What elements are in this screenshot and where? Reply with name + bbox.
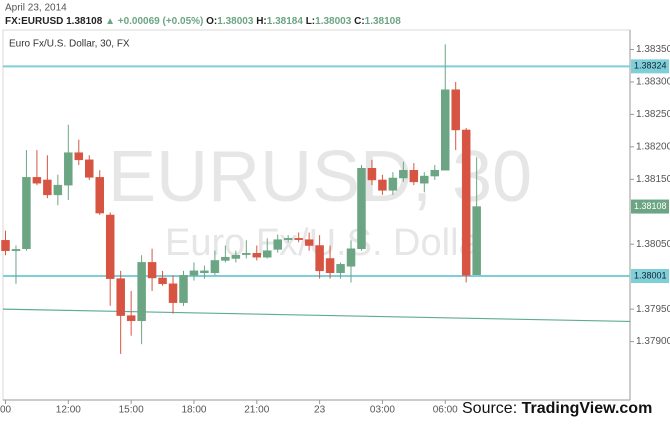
candle-body bbox=[11, 249, 21, 251]
source: Source: TradingView.com bbox=[462, 400, 652, 417]
candle-body bbox=[126, 315, 136, 322]
candle-body bbox=[315, 245, 324, 272]
candle-body bbox=[64, 152, 73, 186]
candle-body bbox=[357, 168, 366, 250]
ohlc-label: O: bbox=[206, 16, 217, 27]
candle-body bbox=[283, 238, 293, 240]
trendline bbox=[2, 308, 631, 323]
header: FX:EURUSD 1.38108 ▲ +0.00069 (+0.05%) O:… bbox=[5, 16, 401, 27]
candle-body bbox=[252, 253, 262, 258]
ohlc-value: 1.38003 bbox=[217, 16, 254, 27]
y-tick-label: 1.38350 bbox=[636, 44, 670, 55]
last-price-label: 1.38108 bbox=[634, 201, 667, 211]
candle-body bbox=[22, 177, 31, 250]
y-tick-label: 1.37900 bbox=[636, 336, 670, 347]
candle-body bbox=[43, 179, 52, 196]
candle-body bbox=[420, 175, 429, 184]
candle-body bbox=[451, 89, 460, 131]
candle-body bbox=[74, 152, 84, 161]
candle-body bbox=[210, 260, 220, 274]
y-tick-label: 1.38050 bbox=[636, 239, 670, 250]
symbol: FX:EURUSD bbox=[5, 16, 63, 27]
candle-body bbox=[147, 262, 157, 279]
level-label-bg bbox=[631, 59, 669, 74]
candle-body bbox=[221, 256, 230, 261]
candle-body bbox=[242, 253, 251, 255]
chart-label: Euro Fx/U.S. Dollar, 30, FX bbox=[9, 39, 130, 50]
candle-body bbox=[179, 275, 188, 303]
candle-body bbox=[105, 214, 115, 279]
candle-body bbox=[409, 169, 419, 183]
source-name: TradingView.com bbox=[522, 400, 653, 417]
candle-body bbox=[367, 168, 377, 181]
y-tick-label: 1.37950 bbox=[636, 304, 670, 315]
candle-body bbox=[116, 278, 125, 316]
y-tick-label: 1.38200 bbox=[636, 141, 670, 152]
candle-body bbox=[1, 240, 10, 251]
level-label: 1.38001 bbox=[634, 270, 667, 280]
candle-body bbox=[32, 177, 42, 184]
candle-body bbox=[263, 250, 272, 258]
candle-body bbox=[231, 254, 241, 259]
candle-body bbox=[378, 179, 387, 191]
date: April 23, 2014 bbox=[5, 3, 67, 14]
candle-body bbox=[168, 283, 178, 303]
change: +0.00069 (+0.05%) bbox=[118, 16, 204, 27]
candle-body bbox=[399, 169, 408, 179]
ohlc-label: H: bbox=[256, 16, 267, 27]
x-tick-label: 21:00 bbox=[244, 405, 269, 416]
y-tick-label: 1.38300 bbox=[636, 77, 670, 88]
candle-body bbox=[440, 89, 450, 171]
candle-body bbox=[273, 239, 282, 250]
candle-body bbox=[461, 129, 471, 276]
up-arrow: ▲ bbox=[105, 16, 115, 27]
x-tick-label: 18:00 bbox=[181, 405, 206, 416]
last-price-bg bbox=[631, 199, 669, 214]
x-tick-label: 00 bbox=[0, 405, 11, 416]
candle-body bbox=[294, 238, 303, 240]
candle-body bbox=[53, 184, 63, 196]
x-tick-label: 15:00 bbox=[119, 405, 144, 416]
last-price: 1.38108 bbox=[66, 16, 103, 27]
candle-body bbox=[137, 262, 146, 322]
y-tick-label: 1.38250 bbox=[636, 109, 670, 120]
candle-body bbox=[388, 177, 398, 191]
x-tick-label: 06:00 bbox=[433, 405, 458, 416]
ohlc-label: C: bbox=[354, 16, 365, 27]
watermark: EURUSD, 30 bbox=[108, 137, 532, 217]
candle-body bbox=[346, 248, 356, 267]
candle-body bbox=[472, 206, 481, 275]
x-tick-label: 03:00 bbox=[370, 405, 395, 416]
candle-body bbox=[189, 270, 199, 276]
candle-body bbox=[200, 270, 209, 274]
ohlc-value: 1.38108 bbox=[365, 16, 402, 27]
candle-body bbox=[325, 258, 335, 274]
candle-body bbox=[336, 264, 345, 274]
x-tick-label: 12:00 bbox=[56, 405, 81, 416]
y-tick-label: 1.38150 bbox=[636, 174, 670, 185]
candle-body bbox=[95, 177, 104, 214]
x-tick-label: 23 bbox=[314, 405, 326, 416]
source-label: Source: bbox=[462, 400, 517, 417]
candle-body bbox=[158, 277, 167, 285]
level-label: 1.38324 bbox=[634, 61, 667, 71]
level-label-bg bbox=[631, 269, 669, 284]
candle-body bbox=[85, 159, 94, 178]
candle-body bbox=[304, 239, 314, 246]
candle-body bbox=[430, 169, 440, 177]
ohlc-value: 1.38184 bbox=[267, 16, 304, 27]
ohlc-value: 1.38003 bbox=[315, 16, 352, 27]
ohlc-label: L: bbox=[306, 16, 315, 27]
